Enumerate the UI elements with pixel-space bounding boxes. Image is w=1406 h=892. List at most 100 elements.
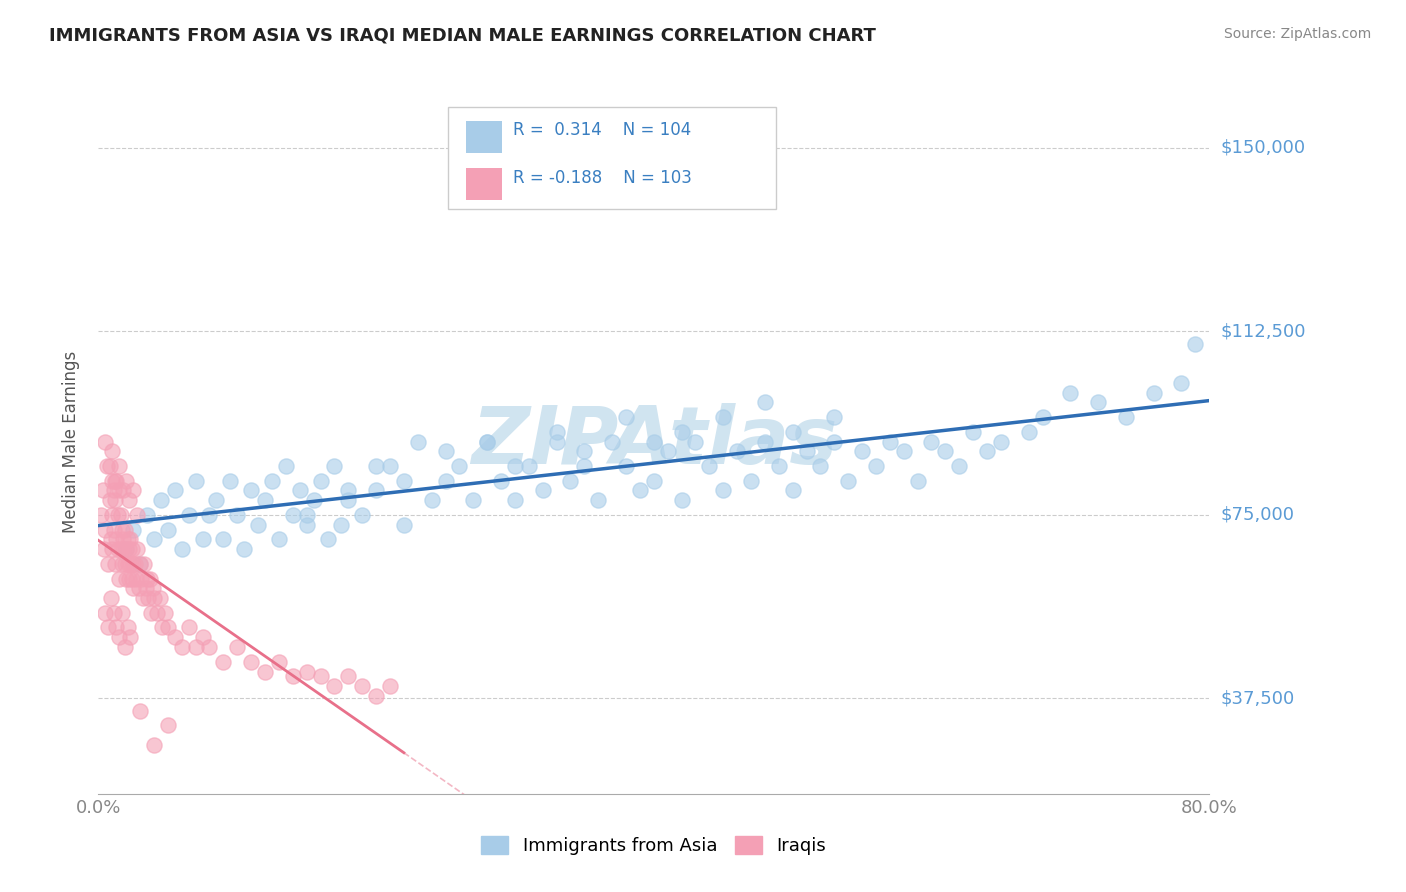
Point bbox=[117, 620, 139, 634]
Point bbox=[574, 444, 596, 458]
Point bbox=[136, 572, 159, 586]
Point bbox=[122, 483, 145, 498]
Point bbox=[699, 458, 721, 473]
Point bbox=[851, 444, 873, 458]
Point bbox=[156, 620, 179, 634]
Point bbox=[309, 474, 332, 488]
Point bbox=[475, 434, 499, 449]
Point bbox=[98, 458, 121, 473]
Point bbox=[177, 508, 200, 522]
Point bbox=[103, 606, 125, 620]
Point bbox=[114, 640, 136, 654]
Point bbox=[614, 458, 637, 473]
Point bbox=[754, 395, 776, 409]
Point bbox=[560, 474, 582, 488]
Point bbox=[118, 542, 141, 557]
Point bbox=[104, 557, 127, 571]
Point bbox=[184, 474, 207, 488]
Point bbox=[128, 582, 150, 596]
Point bbox=[907, 474, 929, 488]
Point bbox=[323, 458, 346, 473]
Point bbox=[643, 434, 665, 449]
Point bbox=[288, 483, 311, 498]
Point bbox=[148, 591, 170, 606]
Point bbox=[366, 689, 388, 703]
Point bbox=[219, 474, 242, 488]
Point bbox=[657, 444, 679, 458]
Point bbox=[198, 640, 221, 654]
Point bbox=[253, 493, 276, 508]
Point bbox=[920, 434, 942, 449]
FancyBboxPatch shape bbox=[465, 168, 502, 200]
Point bbox=[170, 640, 193, 654]
Point bbox=[281, 508, 304, 522]
Text: $37,500: $37,500 bbox=[1220, 690, 1295, 707]
Point bbox=[117, 557, 139, 571]
Point bbox=[94, 434, 117, 449]
Point bbox=[105, 474, 128, 488]
Point bbox=[420, 493, 443, 508]
Point bbox=[163, 483, 186, 498]
Point bbox=[163, 630, 186, 644]
Point bbox=[302, 493, 325, 508]
Point bbox=[125, 572, 148, 586]
Point bbox=[212, 655, 235, 669]
Point bbox=[247, 517, 270, 532]
Point bbox=[108, 483, 131, 498]
Point bbox=[366, 458, 388, 473]
Point bbox=[111, 523, 134, 537]
Point bbox=[990, 434, 1012, 449]
Point bbox=[107, 542, 129, 557]
Point bbox=[105, 533, 128, 547]
FancyBboxPatch shape bbox=[449, 107, 776, 209]
Point bbox=[122, 582, 145, 596]
Point bbox=[101, 508, 124, 522]
Point bbox=[138, 591, 160, 606]
Point bbox=[104, 493, 127, 508]
Point bbox=[149, 493, 172, 508]
Point bbox=[129, 557, 152, 571]
Point bbox=[546, 434, 568, 449]
Point bbox=[316, 533, 339, 547]
Point bbox=[796, 444, 818, 458]
Point bbox=[671, 425, 693, 439]
Point bbox=[94, 606, 117, 620]
Point bbox=[782, 425, 804, 439]
Point bbox=[156, 523, 179, 537]
Point bbox=[260, 474, 283, 488]
Point bbox=[406, 434, 429, 449]
Point bbox=[150, 620, 173, 634]
Point bbox=[101, 474, 124, 488]
Point bbox=[122, 557, 145, 571]
Point bbox=[503, 458, 526, 473]
Point bbox=[108, 458, 131, 473]
Point bbox=[198, 508, 221, 522]
Point bbox=[101, 542, 124, 557]
Point bbox=[879, 434, 901, 449]
Point bbox=[120, 557, 142, 571]
Point bbox=[107, 508, 129, 522]
Point bbox=[108, 572, 131, 586]
Point bbox=[1087, 395, 1109, 409]
Point bbox=[588, 493, 610, 508]
Point bbox=[274, 458, 297, 473]
Point bbox=[114, 523, 136, 537]
Point bbox=[531, 483, 554, 498]
Point bbox=[184, 640, 207, 654]
Legend: Immigrants from Asia, Iraqis: Immigrants from Asia, Iraqis bbox=[474, 829, 834, 863]
Point bbox=[97, 620, 120, 634]
Text: R =  0.314    N = 104: R = 0.314 N = 104 bbox=[513, 121, 690, 139]
Point bbox=[782, 483, 804, 498]
Point bbox=[120, 630, 142, 644]
Point bbox=[110, 542, 132, 557]
Point bbox=[754, 434, 776, 449]
Point bbox=[145, 606, 167, 620]
Point bbox=[91, 483, 114, 498]
Point bbox=[337, 483, 360, 498]
Point bbox=[94, 523, 117, 537]
Point bbox=[114, 557, 136, 571]
Point bbox=[177, 620, 200, 634]
Point bbox=[352, 679, 374, 693]
Point bbox=[740, 474, 762, 488]
Point bbox=[143, 533, 166, 547]
